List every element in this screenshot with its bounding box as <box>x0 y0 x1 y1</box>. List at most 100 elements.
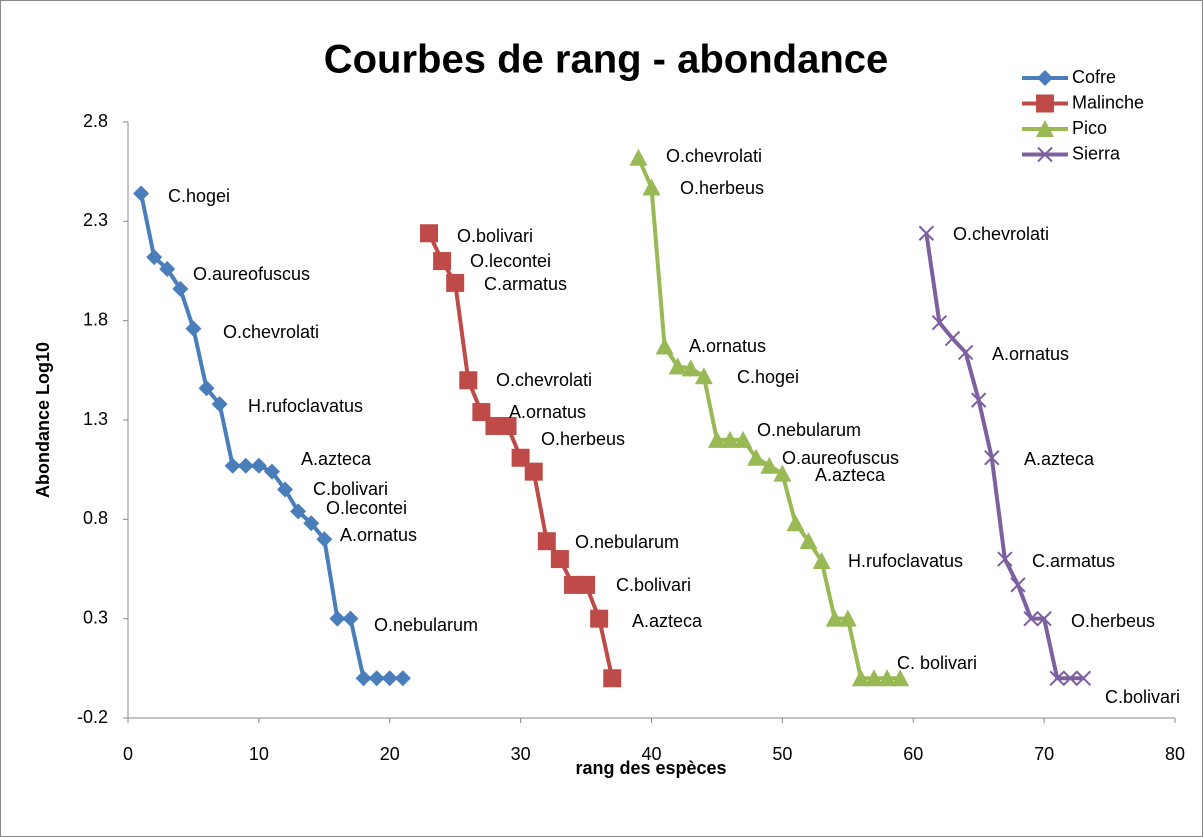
annotation: C.hogei <box>168 186 230 206</box>
marker <box>133 185 150 202</box>
marker <box>342 610 359 627</box>
marker <box>172 280 189 297</box>
x-tick-label: 20 <box>380 744 400 764</box>
y-tick-label: 1.3 <box>83 409 108 429</box>
marker <box>668 357 687 375</box>
y-tick-label: 0.3 <box>83 607 108 627</box>
marker <box>459 371 478 390</box>
marker <box>146 249 163 266</box>
marker <box>263 463 280 480</box>
marker <box>799 532 818 550</box>
annotation: C.armatus <box>1032 551 1115 571</box>
annotation: A.azteca <box>632 611 703 631</box>
annotation: O.lecontei <box>326 498 407 518</box>
annotation: C. bolivari <box>897 653 977 673</box>
marker <box>368 670 385 687</box>
marker <box>864 669 883 687</box>
marker <box>472 403 491 422</box>
annotation: C.armatus <box>484 274 567 294</box>
marker <box>224 457 241 474</box>
marker <box>420 224 439 243</box>
marker <box>211 396 228 413</box>
marker <box>1036 610 1052 627</box>
marker <box>394 670 411 687</box>
legend-label: Pico <box>1072 118 1107 138</box>
marker <box>1023 610 1039 627</box>
annotation: O.chevrolati <box>666 146 762 166</box>
x-tick-label: 50 <box>772 744 792 764</box>
legend-label: Malinche <box>1072 92 1144 112</box>
x-tick-label: 70 <box>1034 744 1054 764</box>
marker <box>1036 120 1054 137</box>
marker <box>891 669 910 687</box>
y-tick-label: -0.2 <box>77 707 108 727</box>
marker <box>198 380 215 397</box>
annotation: C.bolivari <box>616 575 691 595</box>
annotation: A.azteca <box>301 449 372 469</box>
y-tick-label: 2.8 <box>83 111 108 131</box>
annotation: H.rufoclavatus <box>248 396 363 416</box>
marker <box>1036 94 1054 113</box>
chart-title: Courbes de rang - abondance <box>324 38 889 82</box>
marker <box>1062 670 1079 686</box>
marker <box>931 314 948 331</box>
marker <box>590 609 609 628</box>
annotation: A.ornatus <box>509 402 586 422</box>
marker <box>707 430 726 448</box>
y-tick-label: 2.3 <box>83 210 108 230</box>
annotation: O.herbeus <box>1071 611 1155 631</box>
marker <box>786 514 805 532</box>
marker <box>878 669 897 687</box>
marker <box>498 416 517 435</box>
x-axis-label: rang des espèces <box>575 758 726 778</box>
marker <box>355 670 372 687</box>
marker <box>1075 670 1092 686</box>
marker <box>290 503 307 520</box>
marker <box>734 430 753 448</box>
marker <box>303 515 320 532</box>
marker <box>381 670 398 687</box>
annotation: A.ornatus <box>340 525 417 545</box>
marker <box>159 261 176 278</box>
marker <box>747 448 766 466</box>
marker <box>642 178 661 196</box>
marker <box>760 456 779 474</box>
y-axis-label: Abondance Log10 <box>33 342 53 498</box>
annotation: O.nebularum <box>374 615 478 635</box>
marker <box>577 575 596 594</box>
marker <box>694 367 713 385</box>
x-tick-label: 80 <box>1165 744 1185 764</box>
marker <box>550 550 569 569</box>
x-tick-label: 0 <box>123 744 133 764</box>
marker <box>851 669 870 687</box>
x-tick-label: 10 <box>249 744 269 764</box>
marker <box>433 252 452 271</box>
annotation: O.herbeus <box>680 178 764 198</box>
marker <box>603 669 622 688</box>
marker <box>970 392 987 408</box>
marker <box>721 430 740 448</box>
marker <box>838 609 857 627</box>
marker <box>997 551 1013 567</box>
marker <box>1037 70 1053 86</box>
marker <box>629 148 648 166</box>
y-tick-label: 1.8 <box>83 309 108 329</box>
marker <box>329 610 346 627</box>
marker <box>984 450 1000 466</box>
marker <box>511 448 530 467</box>
annotation: O.nebularum <box>757 420 861 440</box>
marker <box>1010 577 1026 593</box>
annotation: O.bolivari <box>457 226 533 246</box>
annotation: O.chevrolati <box>223 322 319 342</box>
marker <box>918 225 935 241</box>
legend-label: Cofre <box>1072 67 1116 87</box>
marker <box>1049 670 1065 686</box>
marker <box>237 457 254 474</box>
marker <box>537 532 556 551</box>
marker <box>185 320 202 337</box>
annotation: A.azteca <box>815 465 886 485</box>
annotation: C.hogei <box>737 367 799 387</box>
annotation: O.chevrolati <box>953 224 1049 244</box>
